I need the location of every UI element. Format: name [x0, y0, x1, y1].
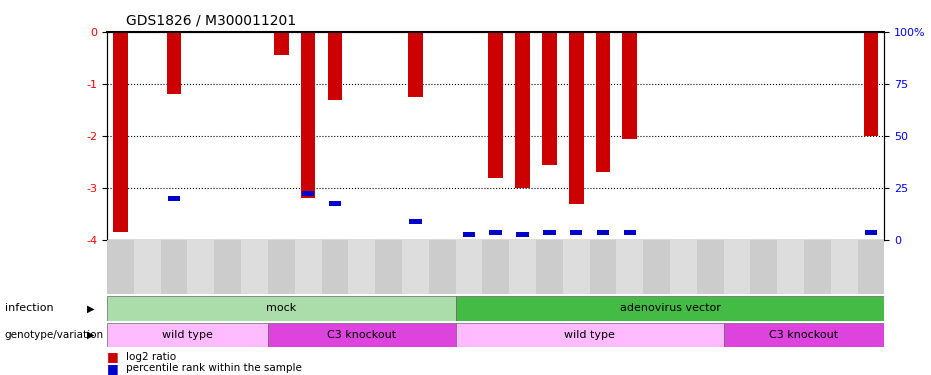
Bar	[463, 232, 475, 237]
Bar	[455, 240, 482, 294]
Text: infection: infection	[5, 303, 53, 313]
Bar	[113, 32, 128, 232]
Bar	[168, 196, 181, 201]
Text: genotype/variation: genotype/variation	[5, 330, 103, 340]
Bar	[597, 230, 609, 235]
Bar	[161, 240, 187, 294]
Bar	[328, 32, 343, 99]
Text: C3 knockout: C3 knockout	[769, 330, 839, 340]
Bar	[696, 240, 723, 294]
Bar	[623, 32, 637, 138]
Bar	[455, 296, 884, 321]
Bar	[134, 240, 161, 294]
Bar	[490, 230, 502, 235]
Text: C3 knockout: C3 knockout	[327, 330, 397, 340]
Text: mock: mock	[266, 303, 296, 313]
Bar	[268, 240, 295, 294]
Text: log2 ratio: log2 ratio	[126, 352, 176, 362]
Text: GDS1826 / M300011201: GDS1826 / M300011201	[126, 13, 296, 27]
Text: ■: ■	[107, 362, 119, 375]
Bar	[750, 240, 777, 294]
Bar	[482, 240, 509, 294]
Bar	[167, 32, 182, 94]
Text: ■: ■	[107, 351, 119, 363]
Bar	[489, 32, 503, 178]
Bar	[455, 322, 723, 347]
Bar	[274, 32, 289, 55]
Text: wild type: wild type	[564, 330, 615, 340]
Bar	[589, 240, 616, 294]
Bar	[543, 230, 556, 235]
Bar	[804, 240, 830, 294]
Bar	[569, 32, 584, 204]
Bar	[107, 240, 134, 294]
Bar	[542, 32, 557, 165]
Text: percentile rank within the sample: percentile rank within the sample	[126, 363, 302, 373]
Bar	[375, 240, 402, 294]
Bar	[408, 32, 423, 97]
Bar	[302, 190, 315, 196]
Text: wild type: wild type	[162, 330, 213, 340]
Text: adenovirus vector: adenovirus vector	[619, 303, 721, 313]
Bar	[830, 240, 857, 294]
Bar	[857, 240, 884, 294]
Bar	[268, 322, 455, 347]
Text: ▶: ▶	[87, 303, 94, 313]
Bar	[295, 240, 321, 294]
Bar	[187, 240, 214, 294]
Bar	[321, 240, 348, 294]
Bar	[596, 32, 611, 172]
Bar	[865, 230, 877, 235]
Bar	[562, 240, 589, 294]
Text: ▶: ▶	[87, 330, 94, 340]
Bar	[624, 230, 636, 235]
Bar	[509, 240, 536, 294]
Bar	[409, 219, 422, 224]
Bar	[402, 240, 429, 294]
Bar	[348, 240, 375, 294]
Bar	[515, 32, 530, 188]
Bar	[616, 240, 643, 294]
Bar	[643, 240, 670, 294]
Bar	[107, 322, 268, 347]
Bar	[670, 240, 696, 294]
Bar	[214, 240, 241, 294]
Bar	[241, 240, 268, 294]
Bar	[570, 230, 583, 235]
Bar	[777, 240, 804, 294]
Bar	[723, 322, 884, 347]
Bar	[723, 240, 750, 294]
Bar	[517, 232, 529, 237]
Bar	[429, 240, 455, 294]
Bar	[536, 240, 562, 294]
Bar	[107, 296, 455, 321]
Bar	[301, 32, 316, 198]
Bar	[864, 32, 879, 136]
Bar	[329, 201, 341, 206]
